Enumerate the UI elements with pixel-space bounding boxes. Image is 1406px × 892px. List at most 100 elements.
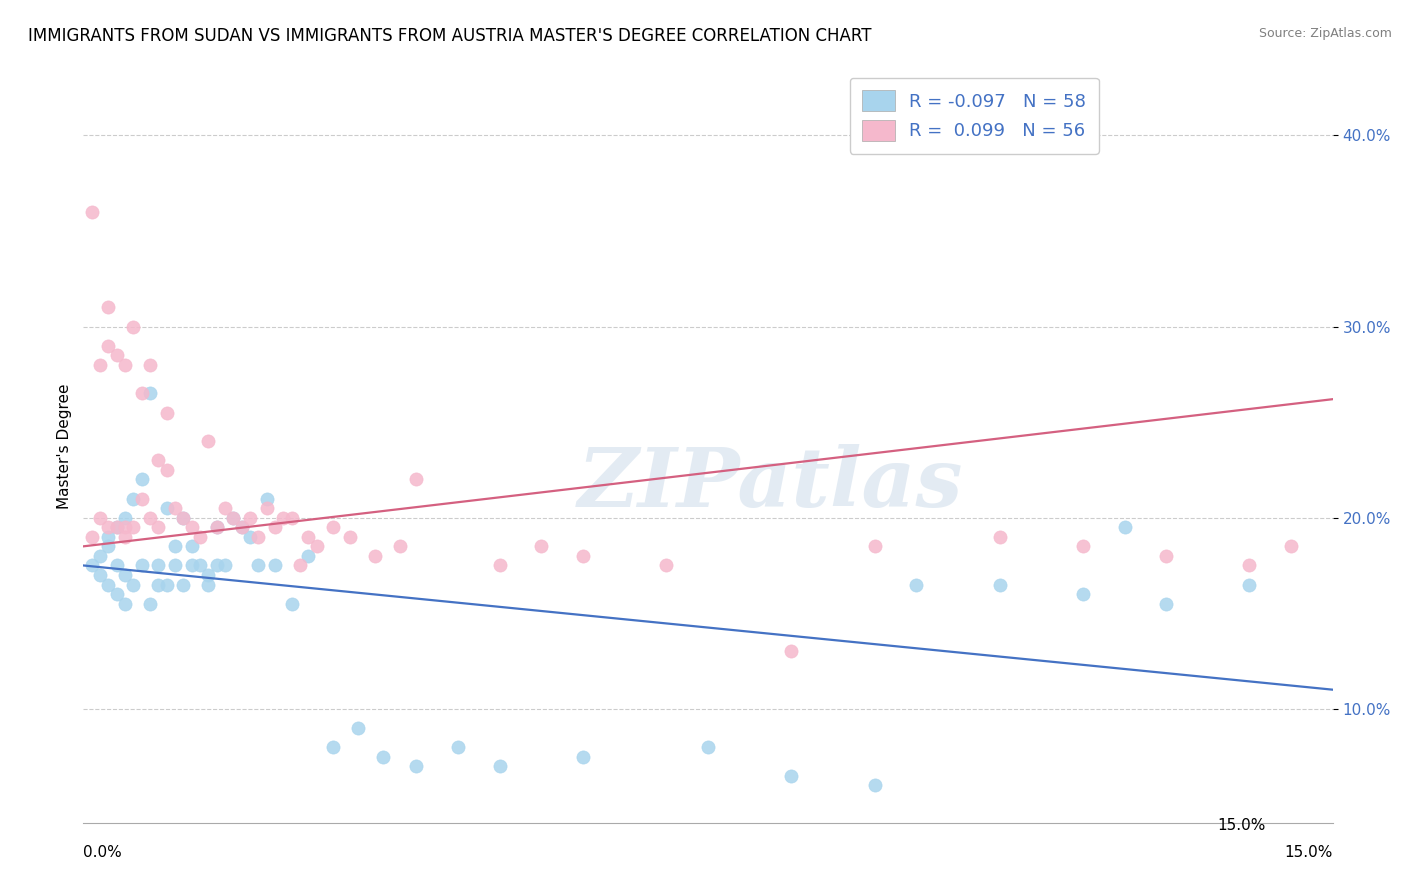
Legend: R = -0.097   N = 58, R =  0.099   N = 56: R = -0.097 N = 58, R = 0.099 N = 56 (849, 78, 1099, 153)
Point (280, 510, 302, 524)
Point (180, 520, 202, 534)
Point (139, 358, 162, 372)
Point (488, 759, 510, 773)
Point (139, 510, 162, 524)
Point (114, 530, 136, 544)
Y-axis label: Master's Degree: Master's Degree (58, 384, 72, 508)
Point (105, 348, 128, 362)
Point (780, 644, 803, 658)
Point (1154, 549, 1177, 563)
Point (988, 530, 1011, 544)
Point (1114, 520, 1136, 534)
Point (1071, 539, 1094, 553)
Point (1239, 577, 1261, 591)
Point (114, 510, 136, 524)
Point (80, 205, 103, 219)
Point (905, 577, 928, 591)
Point (163, 558, 186, 573)
Point (447, 739, 470, 754)
Point (197, 577, 219, 591)
Point (155, 463, 177, 477)
Point (114, 358, 136, 372)
Text: Source: ZipAtlas.com: Source: ZipAtlas.com (1258, 27, 1392, 40)
Text: ZIPatlas: ZIPatlas (578, 443, 963, 524)
Point (231, 520, 253, 534)
Point (89, 549, 111, 563)
Point (373, 749, 395, 764)
Point (180, 558, 202, 573)
Point (488, 558, 510, 573)
Point (697, 739, 720, 754)
Point (205, 558, 228, 573)
Point (863, 539, 886, 553)
Point (114, 597, 136, 611)
Point (97, 577, 120, 591)
Point (89, 510, 111, 524)
Point (239, 510, 262, 524)
Point (264, 520, 287, 534)
Point (105, 520, 128, 534)
Point (231, 520, 253, 534)
Point (172, 510, 194, 524)
Point (155, 577, 177, 591)
Point (131, 386, 153, 401)
Point (105, 587, 128, 601)
Point (239, 530, 262, 544)
Point (214, 558, 236, 573)
Point (155, 501, 177, 516)
Point (97, 339, 120, 353)
Point (131, 491, 153, 506)
Point (530, 539, 553, 553)
Point (188, 558, 211, 573)
Point (247, 530, 270, 544)
Text: 0.0%: 0.0% (83, 846, 122, 861)
Point (322, 739, 344, 754)
Point (97, 539, 120, 553)
Point (114, 568, 136, 582)
Point (105, 558, 128, 573)
Point (197, 434, 219, 449)
Point (205, 520, 228, 534)
Point (288, 558, 311, 573)
Point (222, 510, 245, 524)
Point (347, 721, 370, 735)
Point (1279, 539, 1302, 553)
Point (97, 301, 120, 315)
Point (264, 558, 287, 573)
Point (139, 386, 162, 401)
Point (122, 491, 145, 506)
Point (80, 530, 103, 544)
Point (155, 406, 177, 420)
Point (280, 597, 302, 611)
Point (114, 520, 136, 534)
Point (1154, 597, 1177, 611)
Point (97, 520, 120, 534)
Point (572, 549, 595, 563)
Point (322, 520, 344, 534)
Text: 15.0%: 15.0% (1218, 818, 1265, 832)
Point (163, 501, 186, 516)
Text: 15.0%: 15.0% (1285, 846, 1333, 861)
Point (214, 501, 236, 516)
Point (89, 568, 111, 582)
Point (139, 597, 162, 611)
Point (148, 520, 170, 534)
Point (122, 577, 145, 591)
Point (188, 530, 211, 544)
Point (172, 510, 194, 524)
Point (1071, 587, 1094, 601)
Point (572, 749, 595, 764)
Text: IMMIGRANTS FROM SUDAN VS IMMIGRANTS FROM AUSTRIA MASTER'S DEGREE CORRELATION CHA: IMMIGRANTS FROM SUDAN VS IMMIGRANTS FROM… (28, 27, 872, 45)
Point (655, 558, 678, 573)
Point (364, 549, 387, 563)
Point (297, 549, 319, 563)
Point (122, 319, 145, 334)
Point (1239, 558, 1261, 573)
Point (405, 759, 427, 773)
Point (256, 491, 278, 506)
Point (131, 472, 153, 486)
Point (780, 769, 803, 783)
Point (222, 510, 245, 524)
Point (197, 568, 219, 582)
Point (148, 558, 170, 573)
